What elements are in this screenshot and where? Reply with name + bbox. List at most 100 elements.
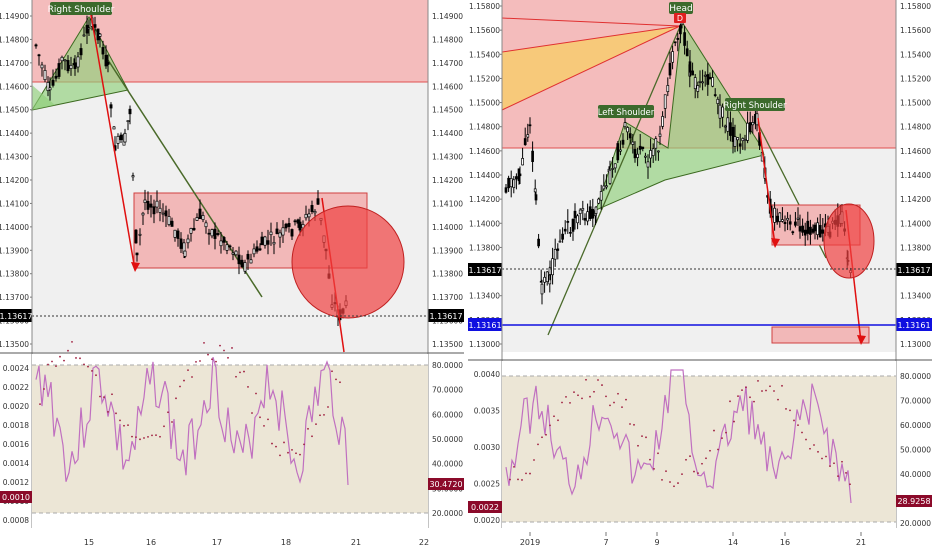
indicator-tick-label-right: 60.0000 (432, 410, 463, 419)
indicator-dot (809, 447, 811, 450)
indicator-dot (127, 424, 129, 427)
candle-body (668, 63, 672, 76)
indicator-dot (159, 435, 161, 438)
candle-body (69, 65, 73, 69)
indicator-dot (335, 378, 337, 381)
candle-body (73, 62, 77, 69)
candle-body (119, 134, 123, 141)
candle-body (548, 267, 552, 275)
indicator-dot (287, 451, 289, 454)
candle-body (258, 248, 262, 251)
price-tick-label-right: 1.14800 (900, 123, 931, 132)
candle-body (290, 229, 294, 237)
candle-body (260, 236, 264, 246)
candle-body (566, 221, 570, 223)
indicator-dot (275, 445, 277, 448)
candle-body (798, 226, 802, 232)
candle-body (794, 221, 797, 226)
price-tick-label-right: 1.13700 (432, 293, 463, 302)
price-tick-label-right: 1.14600 (900, 147, 931, 156)
indicator-dot (745, 386, 747, 389)
indicator-dot (39, 403, 41, 406)
candle-body (773, 207, 776, 223)
right-right-shoulder-label: Right Shoulder (724, 101, 787, 111)
indicator-dot (331, 370, 333, 373)
indicator-dot (765, 389, 767, 392)
indicator-dot (593, 390, 595, 393)
indicator-dot (239, 371, 241, 374)
candle-body (661, 116, 664, 127)
candle-body (213, 228, 217, 239)
right-ind-tag-right (896, 495, 932, 507)
indicator-tick-label-left: 0.0025 (474, 480, 500, 489)
candle-body (718, 104, 722, 119)
indicator-dot (573, 391, 575, 394)
x-tick-label: 17 (212, 538, 222, 547)
candle-body (296, 219, 300, 224)
indicator-dot (541, 436, 543, 439)
price-tick-label-left: 1.14200 (469, 195, 500, 204)
price-tick-label-left: 1.14100 (0, 199, 29, 208)
indicator-dot (267, 418, 269, 421)
candle-body (685, 48, 689, 57)
candle-body (698, 80, 702, 83)
indicator-dot (761, 390, 763, 392)
price-tick-label-right: 1.13500 (432, 340, 463, 349)
candle-body (170, 220, 174, 227)
candle-body (210, 229, 214, 237)
candle-body (708, 76, 712, 80)
candle-body (573, 210, 577, 219)
indicator-tick-label-right: 20.0000 (432, 509, 463, 518)
left-right-shoulder-label: Right Shoulder (48, 5, 115, 15)
indicator-dot (99, 395, 101, 398)
right-drop-arrowhead (771, 238, 780, 248)
price-tick-label-left: 1.14000 (0, 223, 29, 232)
candle-body (161, 212, 165, 215)
candle-body (146, 200, 150, 210)
indicator-tick-label-left: 0.0040 (474, 370, 500, 379)
indicator-dot (517, 478, 519, 481)
price-tick-label-right: 1.15200 (900, 74, 931, 83)
candle-body (663, 94, 667, 109)
indicator-dot (565, 395, 567, 398)
indicator-dot (537, 443, 539, 446)
right-x-axis: 2019 7 9 14 16 21 (520, 532, 866, 547)
price-tick-label-right: 1.15000 (900, 99, 931, 108)
indicator-dot (777, 398, 779, 401)
indicator-dot (327, 406, 329, 408)
candle-body (284, 223, 288, 229)
candle-body (636, 153, 639, 158)
right-d-label: D (677, 14, 683, 23)
indicator-dot (841, 460, 843, 463)
candle-body (138, 233, 142, 236)
indicator-dot (513, 465, 515, 468)
candle-body (783, 221, 787, 225)
candle-body (628, 133, 632, 139)
x-tick-label: 22 (419, 538, 429, 547)
right-head-label: Head (669, 4, 693, 14)
left-current-price-label-left: 1.13617 (0, 312, 33, 321)
left-neckline (107, 59, 263, 298)
indicator-dot (849, 483, 851, 486)
candle-body (76, 56, 80, 68)
candle-body (225, 244, 229, 251)
price-tick-label-left: 1.13800 (0, 270, 29, 279)
left-right-shoulder-badge (50, 2, 112, 15)
indicator-dot (561, 401, 563, 404)
price-tick-label-left: 1.14200 (0, 176, 29, 185)
left-price-tag-left (0, 309, 32, 322)
indicator-dot (155, 434, 157, 437)
indicator-dot (235, 375, 237, 378)
indicator-dot (259, 416, 261, 419)
price-tick-label-right: 1.15600 (900, 26, 931, 35)
indicator-tick-label-left: 0.0008 (3, 516, 29, 525)
price-tick-label-right: 1.15800 (900, 2, 931, 11)
price-tick-label-left: 1.14900 (0, 12, 29, 21)
x-tick-label: 2019 (520, 538, 540, 547)
x-tick-label: 21 (856, 538, 866, 547)
candle-body (228, 245, 232, 248)
candle-body (37, 54, 41, 57)
candle-body (34, 44, 38, 47)
indicator-dot (713, 429, 715, 432)
indicator-tick-label-right: 50.0000 (432, 435, 463, 444)
